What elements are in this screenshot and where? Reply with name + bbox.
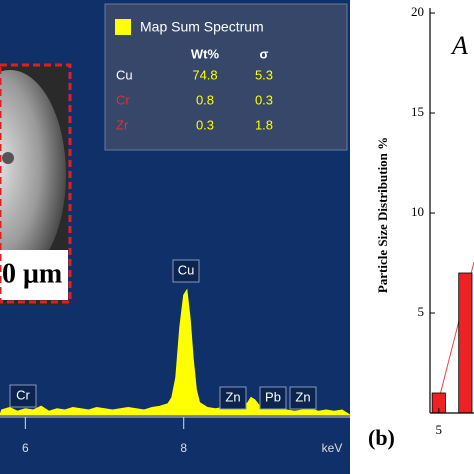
peak-label: Cu: [178, 262, 195, 277]
row-element: Cr: [116, 92, 130, 107]
scale-box: [0, 250, 68, 300]
column-header: Wt%: [191, 46, 220, 61]
bar: [458, 272, 473, 414]
result-table: Map Sum Spectrum Wt% σ Cu 74.8 5.3 Cr 0.8 0.3 Zr…: [104, 3, 348, 151]
row-element: Zr: [116, 117, 129, 132]
peak-label-box: [9, 384, 37, 408]
x-tick-label: 5: [436, 422, 443, 437]
table-box: [104, 3, 348, 151]
panel-label: (b): [368, 425, 395, 450]
y-axis-label: Particle Size Distribution %: [375, 137, 390, 293]
y-tick-label: 15: [411, 104, 424, 119]
legend-swatch: [115, 19, 131, 35]
spectrum-line: [0, 288, 352, 416]
scale-bar-label: 0 μm: [2, 258, 62, 289]
x-tick-label: 6: [22, 441, 29, 455]
inset-border: [0, 63, 72, 304]
table-cell: 0.3: [255, 92, 273, 107]
column-header: σ: [260, 46, 269, 61]
peak-label-box: [289, 386, 317, 410]
annotation: A: [450, 31, 468, 60]
x-tick-label: 8: [180, 441, 187, 455]
peak-label: Zn: [295, 389, 310, 404]
y-tick-label: 10: [411, 204, 424, 219]
table-cell: 0.3: [196, 117, 214, 132]
legend-label: Map Sum Spectrum: [140, 19, 264, 35]
table-cell: 5.3: [255, 67, 273, 82]
particle: [0, 70, 66, 280]
row-element: Cu: [116, 67, 133, 82]
peak-label: Pb: [265, 389, 281, 404]
peak-label: Zn: [225, 389, 240, 404]
y-tick-label: 20: [411, 4, 424, 19]
peak-label-box: [259, 386, 287, 410]
sem-inset: 0 μm: [0, 63, 72, 305]
table-cell: 0.8: [196, 92, 214, 107]
particle-feature: [2, 152, 14, 164]
peak-label: Cr: [16, 387, 30, 402]
y-tick-label: 5: [418, 304, 425, 319]
x-axis-label: keV: [322, 441, 343, 455]
peak-label-box: [219, 386, 247, 410]
table-cell: 1.8: [255, 117, 273, 132]
peak-label-box: [172, 259, 200, 283]
table-cell: 74.8: [192, 67, 217, 82]
